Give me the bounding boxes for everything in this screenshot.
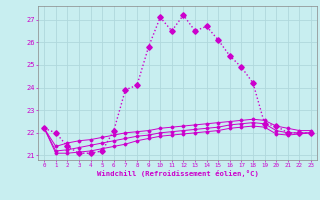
X-axis label: Windchill (Refroidissement éolien,°C): Windchill (Refroidissement éolien,°C): [97, 170, 259, 177]
